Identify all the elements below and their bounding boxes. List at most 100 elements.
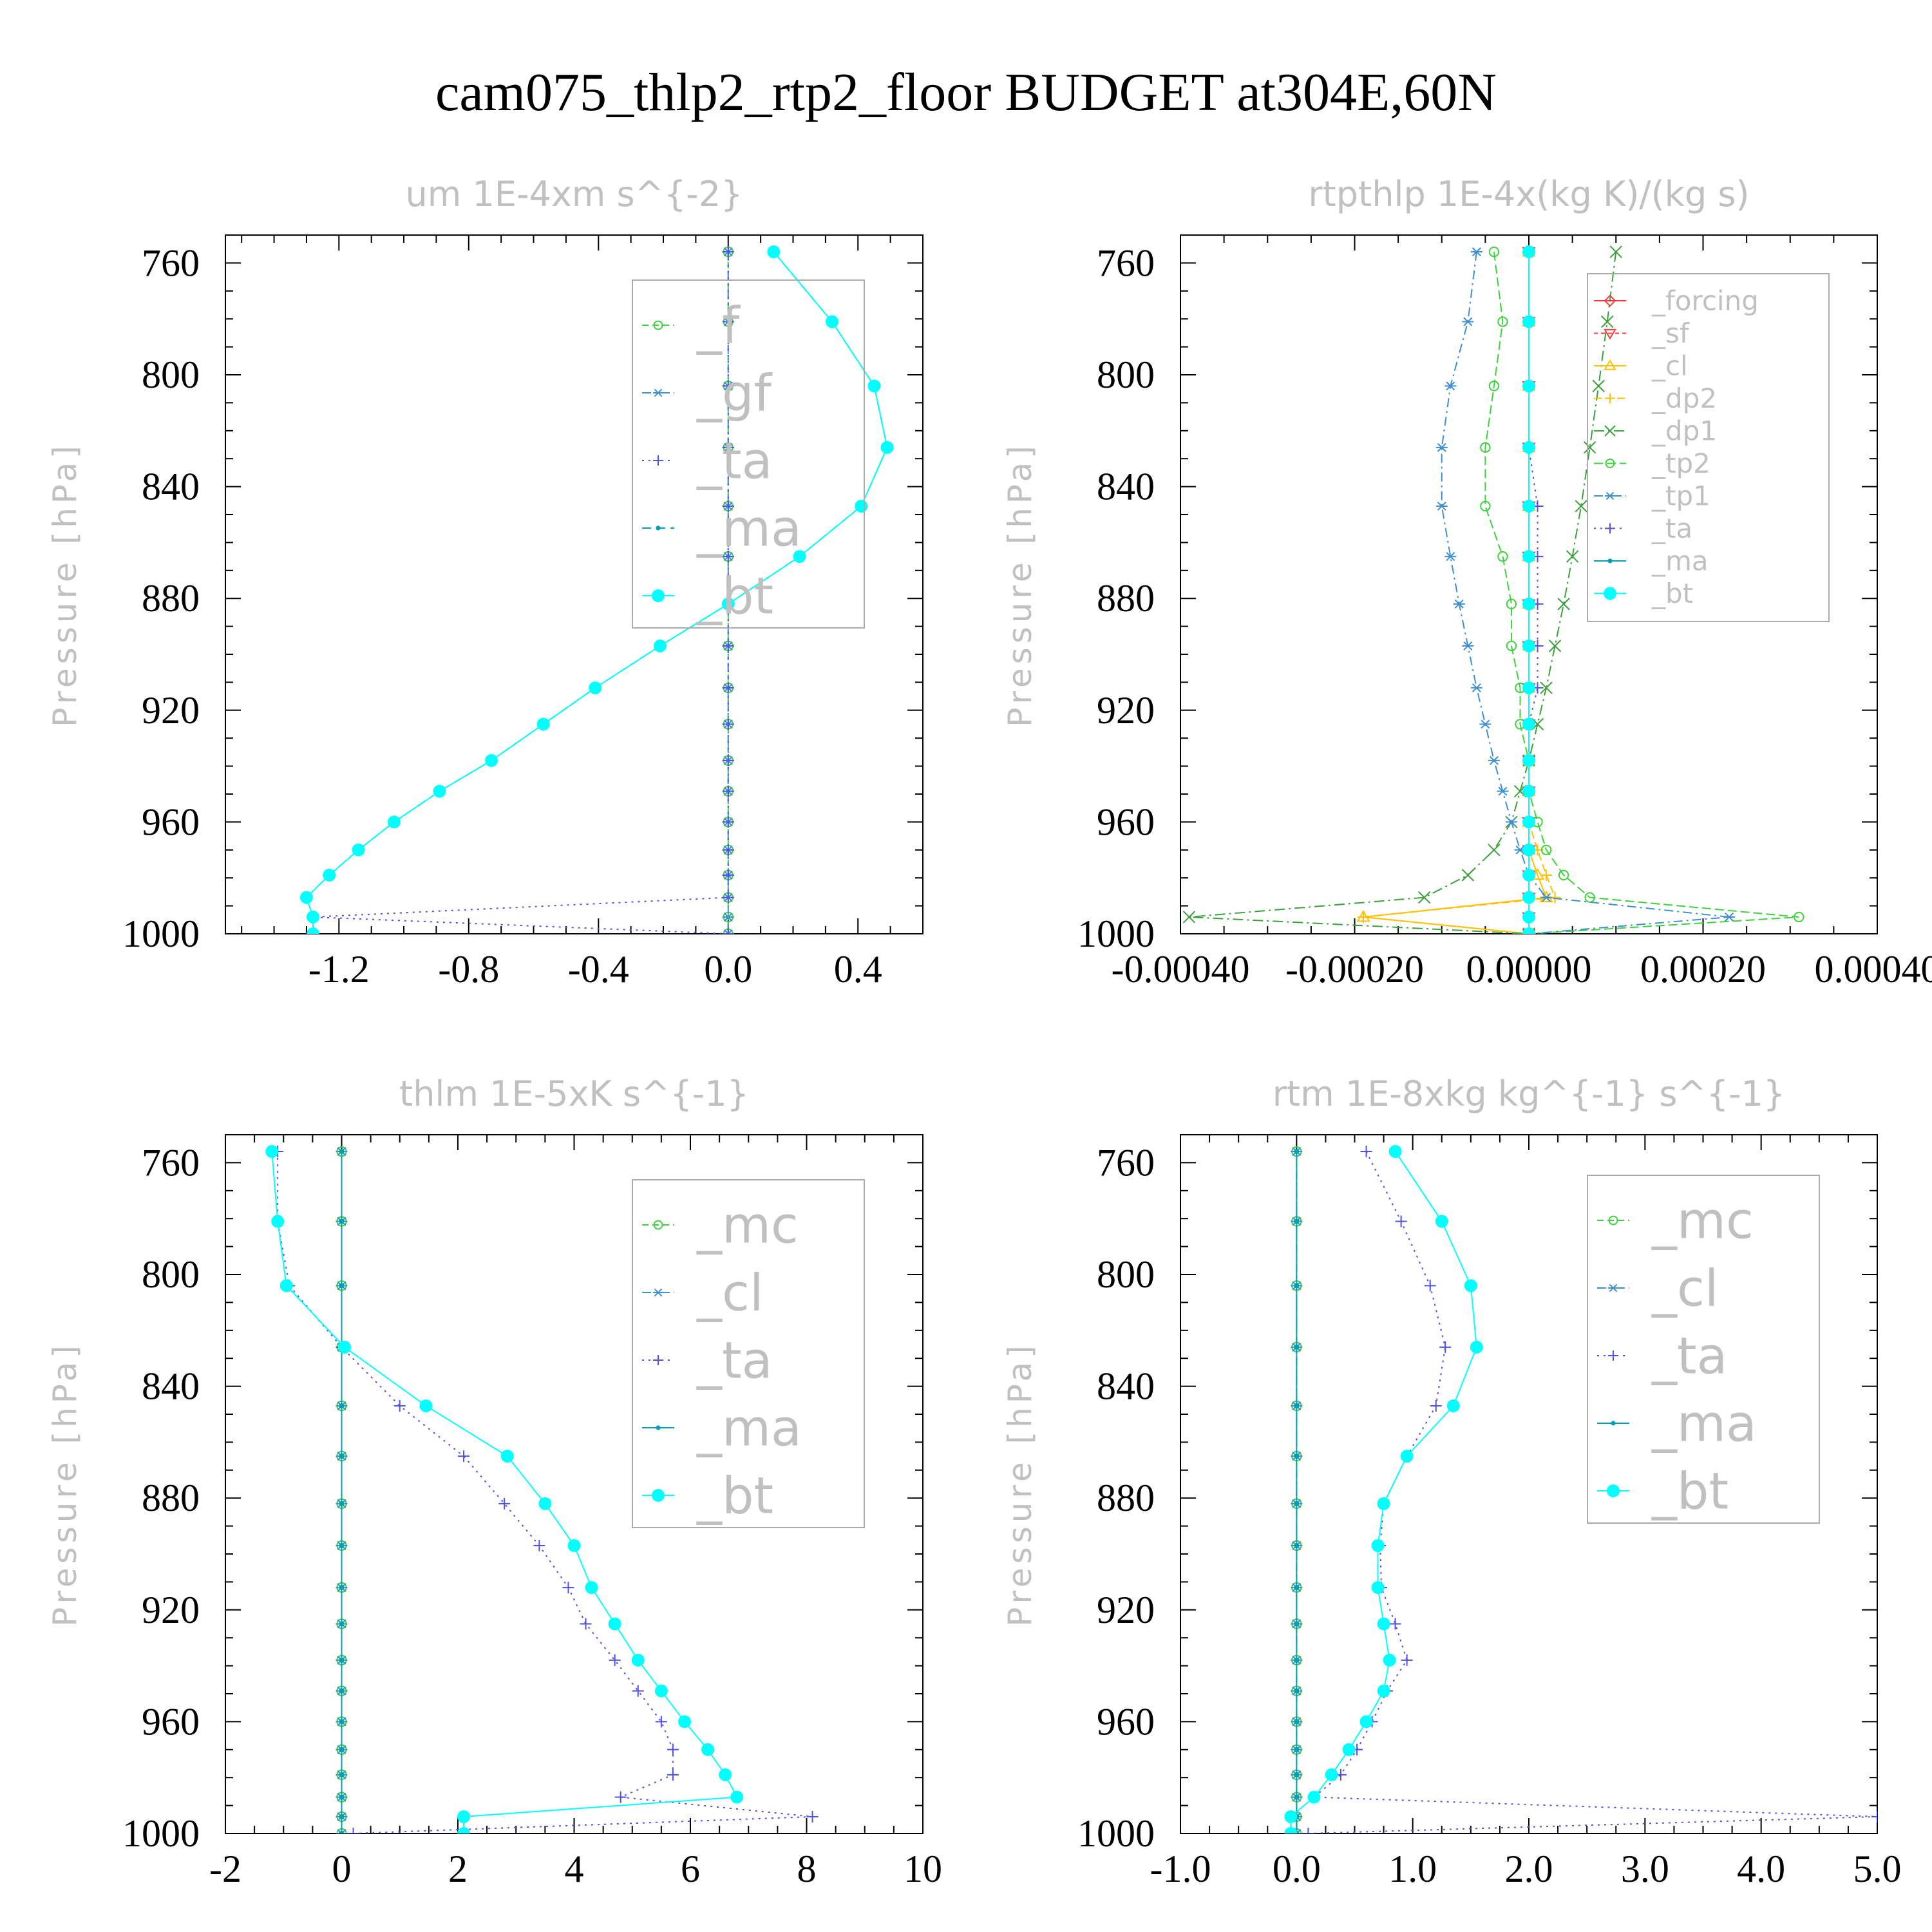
data-point [498, 1497, 511, 1510]
legend-entry: _mc [696, 1197, 799, 1255]
data-point [1540, 844, 1552, 856]
data-point [1446, 1399, 1460, 1412]
data-point [1462, 317, 1474, 327]
data-point [654, 1684, 668, 1698]
legend-marker [1608, 1215, 1618, 1226]
y-tick-label: 960 [1097, 800, 1155, 843]
data-point [614, 1791, 627, 1803]
series-line-bt [1290, 1151, 1477, 1833]
x-tick-label: 10 [904, 1848, 942, 1890]
data-point [1424, 1280, 1436, 1292]
data-point [1294, 1794, 1300, 1800]
data-point [1453, 599, 1465, 609]
data-point [1497, 316, 1508, 327]
legend-marker [653, 320, 663, 330]
data-point [1723, 912, 1736, 922]
data-point [1540, 869, 1553, 881]
legend-marker [1607, 1484, 1620, 1497]
x-tick-label: -0.00020 [1285, 948, 1424, 990]
data-point [1539, 890, 1553, 902]
data-point [1377, 1684, 1390, 1698]
data-point [1540, 681, 1553, 694]
data-point [1522, 891, 1535, 904]
data-point [1522, 315, 1535, 328]
x-tick-label: 0.00020 [1640, 948, 1766, 990]
data-point [1462, 641, 1474, 650]
data-point [609, 1654, 621, 1666]
data-point [585, 1581, 598, 1595]
data-point [1583, 441, 1596, 454]
y-tick-label: 1000 [122, 1812, 200, 1855]
data-point [722, 928, 734, 934]
data-point [722, 869, 734, 881]
legend-entry: _cl [696, 1264, 764, 1322]
x-tick-label: 8 [797, 1848, 817, 1890]
data-point [1401, 1654, 1413, 1666]
x-tick-label: 5.0 [1853, 1848, 1902, 1890]
legend-entry: _cl [1651, 350, 1688, 382]
data-point [1294, 1657, 1300, 1663]
data-point [339, 1621, 345, 1627]
data-point [667, 1768, 679, 1781]
data-point [722, 441, 734, 453]
y-tick-label: 920 [1097, 1589, 1155, 1631]
y-tick-label: 800 [142, 354, 200, 396]
series-layer [1182, 245, 1804, 934]
legend-entry: _dp2 [1651, 383, 1717, 414]
data-point [1548, 639, 1562, 652]
data-point [1358, 911, 1370, 923]
legend-box [632, 279, 865, 629]
legend-entry: _ma [696, 1399, 802, 1457]
y-tick-label: 1000 [1077, 913, 1155, 955]
series-line-tp2 [1484, 251, 1799, 934]
y-tick-label: 760 [1097, 1141, 1155, 1184]
data-point [1444, 381, 1457, 391]
series-line-ta [1528, 252, 1539, 934]
data-point [1480, 442, 1491, 453]
data-point [339, 1585, 345, 1591]
data-point [1284, 1827, 1298, 1833]
data-point [722, 246, 734, 258]
y-axis-label: Pressure [hPa] [1001, 1341, 1039, 1627]
data-point [825, 315, 838, 328]
chart-panel-4: rtm 1E-8xkg kg^{-1} s^{-1} Pressure [hPa]… [1001, 1074, 1902, 1890]
legend-marker [652, 589, 665, 602]
data-point [457, 1810, 471, 1823]
x-tick-label: -0.8 [438, 948, 499, 990]
data-point [1479, 719, 1492, 729]
data-point [1435, 501, 1448, 511]
data-point [1522, 681, 1535, 695]
x-tick-label: -2 [209, 1848, 242, 1890]
data-point [500, 1450, 514, 1463]
legend-entry: _cl [1651, 1260, 1719, 1318]
data-point [1388, 1145, 1402, 1159]
data-point [339, 1454, 345, 1459]
data-point [271, 1215, 285, 1228]
data-point [1294, 1621, 1300, 1627]
data-point [339, 1501, 345, 1506]
series-line-ta [1308, 1151, 1877, 1833]
data-point [393, 1399, 406, 1412]
y-tick-label: 920 [142, 1589, 200, 1631]
data-point [1417, 891, 1431, 904]
data-point [1470, 1340, 1483, 1354]
legend-marker [656, 526, 661, 531]
legend-marker [653, 455, 663, 466]
legend-marker [653, 1288, 663, 1297]
data-point [1540, 893, 1553, 902]
data-point [655, 1716, 667, 1728]
y-tick-label: 840 [142, 466, 200, 508]
data-point [1294, 1688, 1300, 1694]
y-tick-label: 920 [1097, 689, 1155, 732]
data-point [1371, 1539, 1385, 1552]
data-point [1522, 379, 1535, 393]
y-tick-label: 800 [1097, 1253, 1155, 1296]
data-point [1480, 500, 1491, 512]
data-point [1522, 927, 1535, 934]
legend-marker [1611, 1421, 1616, 1426]
x-tick-label: 2.0 [1505, 1848, 1553, 1890]
data-point [387, 815, 401, 829]
data-point [536, 717, 550, 731]
data-point [339, 1218, 345, 1224]
data-point [767, 245, 781, 259]
